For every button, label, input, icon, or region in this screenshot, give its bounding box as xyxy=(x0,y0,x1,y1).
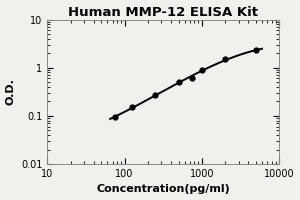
Point xyxy=(223,58,227,61)
Point xyxy=(130,106,134,109)
Point xyxy=(176,81,181,84)
Point xyxy=(112,115,117,119)
Point xyxy=(254,49,258,52)
Point xyxy=(153,94,158,97)
Title: Human MMP-12 ELISA Kit: Human MMP-12 ELISA Kit xyxy=(68,6,258,19)
X-axis label: Concentration(pg/ml): Concentration(pg/ml) xyxy=(96,184,230,194)
Point xyxy=(190,76,195,79)
Point xyxy=(200,68,204,72)
Y-axis label: O.D.: O.D. xyxy=(6,78,16,105)
